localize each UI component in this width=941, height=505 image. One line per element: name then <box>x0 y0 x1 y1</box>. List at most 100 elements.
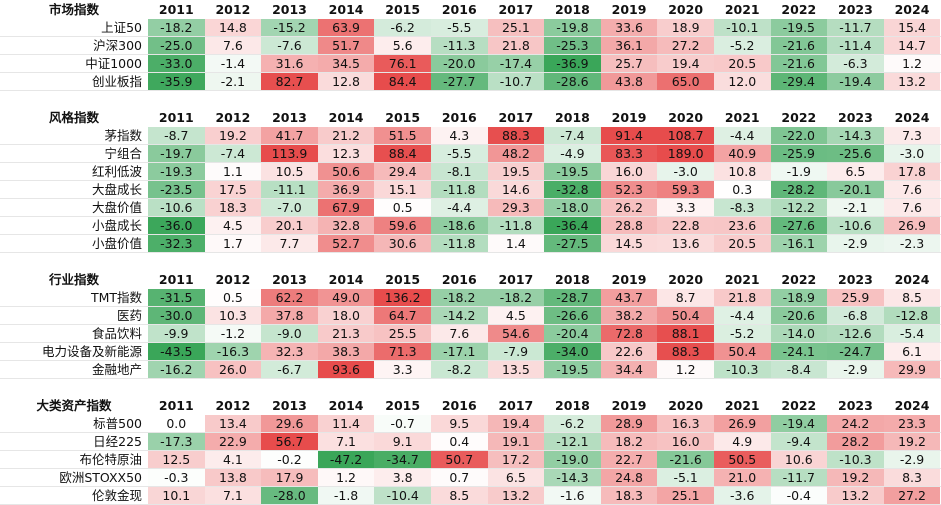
row-divider <box>0 378 941 379</box>
index-name: 红利低波 <box>91 164 142 179</box>
return-cell: 62.2 <box>261 289 318 307</box>
return-cell: 26.9 <box>883 217 941 235</box>
return-cell: -5.5 <box>430 145 488 163</box>
index-row: 食品饮料 -9.9 -1.2 -9.0 21.3 25.5 7.6 54.6 -20.4 72.8… <box>0 325 941 343</box>
return-cell: 93.6 <box>317 361 375 379</box>
section-title: 风格指数 <box>48 110 99 125</box>
year-header: 2014 <box>328 2 364 17</box>
return-cell: 43.8 <box>600 73 658 91</box>
return-cell: -2.3 <box>883 235 941 253</box>
return-cell: 19.2 <box>883 433 941 451</box>
return-cell: -24.1 <box>770 343 828 361</box>
return-cell: 0.5 <box>374 199 431 217</box>
return-cell: -25.6 <box>827 145 884 163</box>
return-cell: 7.6 <box>430 325 488 343</box>
return-cell: -18.2 <box>148 19 205 37</box>
return-cell: -2.1 <box>204 73 262 91</box>
year-header: 2017 <box>498 110 534 125</box>
index-name: 宁组合 <box>104 146 142 161</box>
year-header: 2019 <box>611 398 647 413</box>
year-header: 2019 <box>611 272 647 287</box>
return-cell: -6.3 <box>827 55 884 73</box>
return-cell: 12.0 <box>713 73 771 91</box>
return-cell: -36.0 <box>148 217 205 235</box>
return-cell: -28.6 <box>544 73 601 91</box>
return-cell: -19.8 <box>544 19 601 37</box>
return-cell: 19.4 <box>487 415 545 433</box>
year-header: 2017 <box>498 2 534 17</box>
return-cell: -7.0 <box>261 199 318 217</box>
return-cell: 7.6 <box>204 37 262 55</box>
return-cell: 4.5 <box>487 307 545 325</box>
section-title: 市场指数 <box>48 2 99 17</box>
row-divider <box>0 432 941 433</box>
return-cell: 18.2 <box>600 433 658 451</box>
return-cell: -5.4 <box>883 325 941 343</box>
return-cell: -21.6 <box>657 451 714 469</box>
year-header: 2011 <box>158 110 194 125</box>
year-header: 2016 <box>441 272 477 287</box>
return-cell: 25.9 <box>827 289 884 307</box>
return-cell: -19.4 <box>770 415 828 433</box>
return-cell: 48.2 <box>487 145 545 163</box>
return-cell: -4.4 <box>713 307 771 325</box>
return-cell: -8.3 <box>713 199 771 217</box>
return-cell: 3.3 <box>657 199 714 217</box>
year-header: 2016 <box>441 398 477 413</box>
return-cell: -36.4 <box>544 217 601 235</box>
return-cell: -20.4 <box>544 325 601 343</box>
row-divider <box>0 144 941 145</box>
return-cell: 26.0 <box>204 361 262 379</box>
return-cell: 36.1 <box>600 37 658 55</box>
index-row: 宁组合 -19.7 -7.4 113.9 12.3 88.4 -5.5 48.2 -4.9 83.… <box>0 145 941 163</box>
index-name: 创业板指 <box>91 74 142 89</box>
year-header: 2018 <box>555 272 590 287</box>
return-cell: 15.4 <box>883 19 941 37</box>
return-cell: 26.2 <box>600 199 658 217</box>
return-cell: -6.8 <box>827 307 884 325</box>
return-cell: 14.7 <box>883 37 941 55</box>
return-cell: 14.5 <box>600 235 658 253</box>
return-cell: -2.1 <box>827 199 884 217</box>
return-cell: 32.8 <box>317 217 375 235</box>
return-cell: -12.6 <box>827 325 884 343</box>
return-cell: 50.6 <box>317 163 375 181</box>
return-cell: -27.6 <box>770 217 828 235</box>
section-title: 大类资产指数 <box>36 398 112 413</box>
return-cell: -9.4 <box>770 433 828 451</box>
year-header: 2016 <box>441 110 477 125</box>
return-cell: 52.3 <box>600 181 658 199</box>
return-cell: 28.9 <box>600 415 658 433</box>
year-header: 2011 <box>158 272 194 287</box>
return-cell: -47.2 <box>317 451 375 469</box>
return-cell: -11.8 <box>430 235 488 253</box>
return-cell: 24.8 <box>600 469 658 487</box>
return-cell: -4.9 <box>544 145 601 163</box>
year-header: 2024 <box>894 272 930 287</box>
return-cell: 84.4 <box>374 73 431 91</box>
return-cell: -11.8 <box>430 181 488 199</box>
return-cell: -14.0 <box>770 325 828 343</box>
year-header: 2014 <box>328 272 364 287</box>
return-cell: -7.4 <box>204 145 262 163</box>
return-cell: -0.7 <box>374 415 431 433</box>
year-header: 2021 <box>724 272 760 287</box>
return-cell: 1.2 <box>657 361 714 379</box>
year-header: 2017 <box>498 398 534 413</box>
year-header: 2015 <box>385 272 421 287</box>
index-name: TMT指数 <box>90 290 142 305</box>
return-cell: 59.3 <box>657 181 714 199</box>
return-cell: -24.7 <box>827 343 884 361</box>
return-cell: 9.1 <box>374 433 431 451</box>
return-cell: 29.4 <box>374 163 431 181</box>
return-cell: 0.3 <box>713 181 771 199</box>
return-cell: 6.1 <box>883 343 941 361</box>
return-cell: -19.7 <box>148 145 205 163</box>
return-cell: -6.7 <box>261 361 318 379</box>
year-header: 2014 <box>328 110 364 125</box>
return-cell: 91.4 <box>600 127 658 145</box>
return-cell: 13.6 <box>657 235 714 253</box>
return-cell: 67.9 <box>317 199 375 217</box>
row-divider <box>0 216 941 217</box>
return-cell: -19.3 <box>148 163 205 181</box>
